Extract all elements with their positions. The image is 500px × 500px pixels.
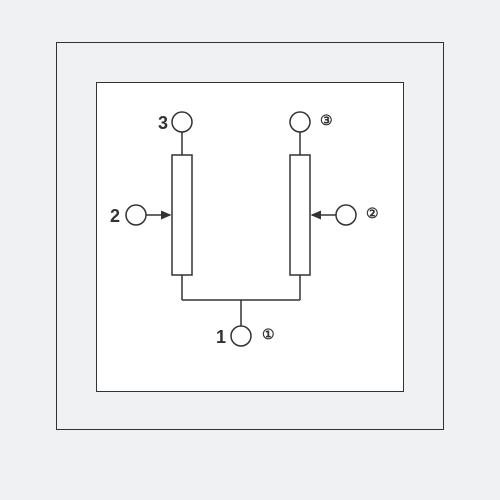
label-1: 1 (216, 328, 226, 346)
schematic-svg (0, 0, 500, 500)
label-3: 3 (158, 114, 168, 132)
label-circled-2: ② (366, 206, 379, 220)
label-2: 2 (110, 207, 120, 225)
label-circled-1: ① (262, 327, 275, 341)
label-circled-3: ③ (320, 113, 333, 127)
